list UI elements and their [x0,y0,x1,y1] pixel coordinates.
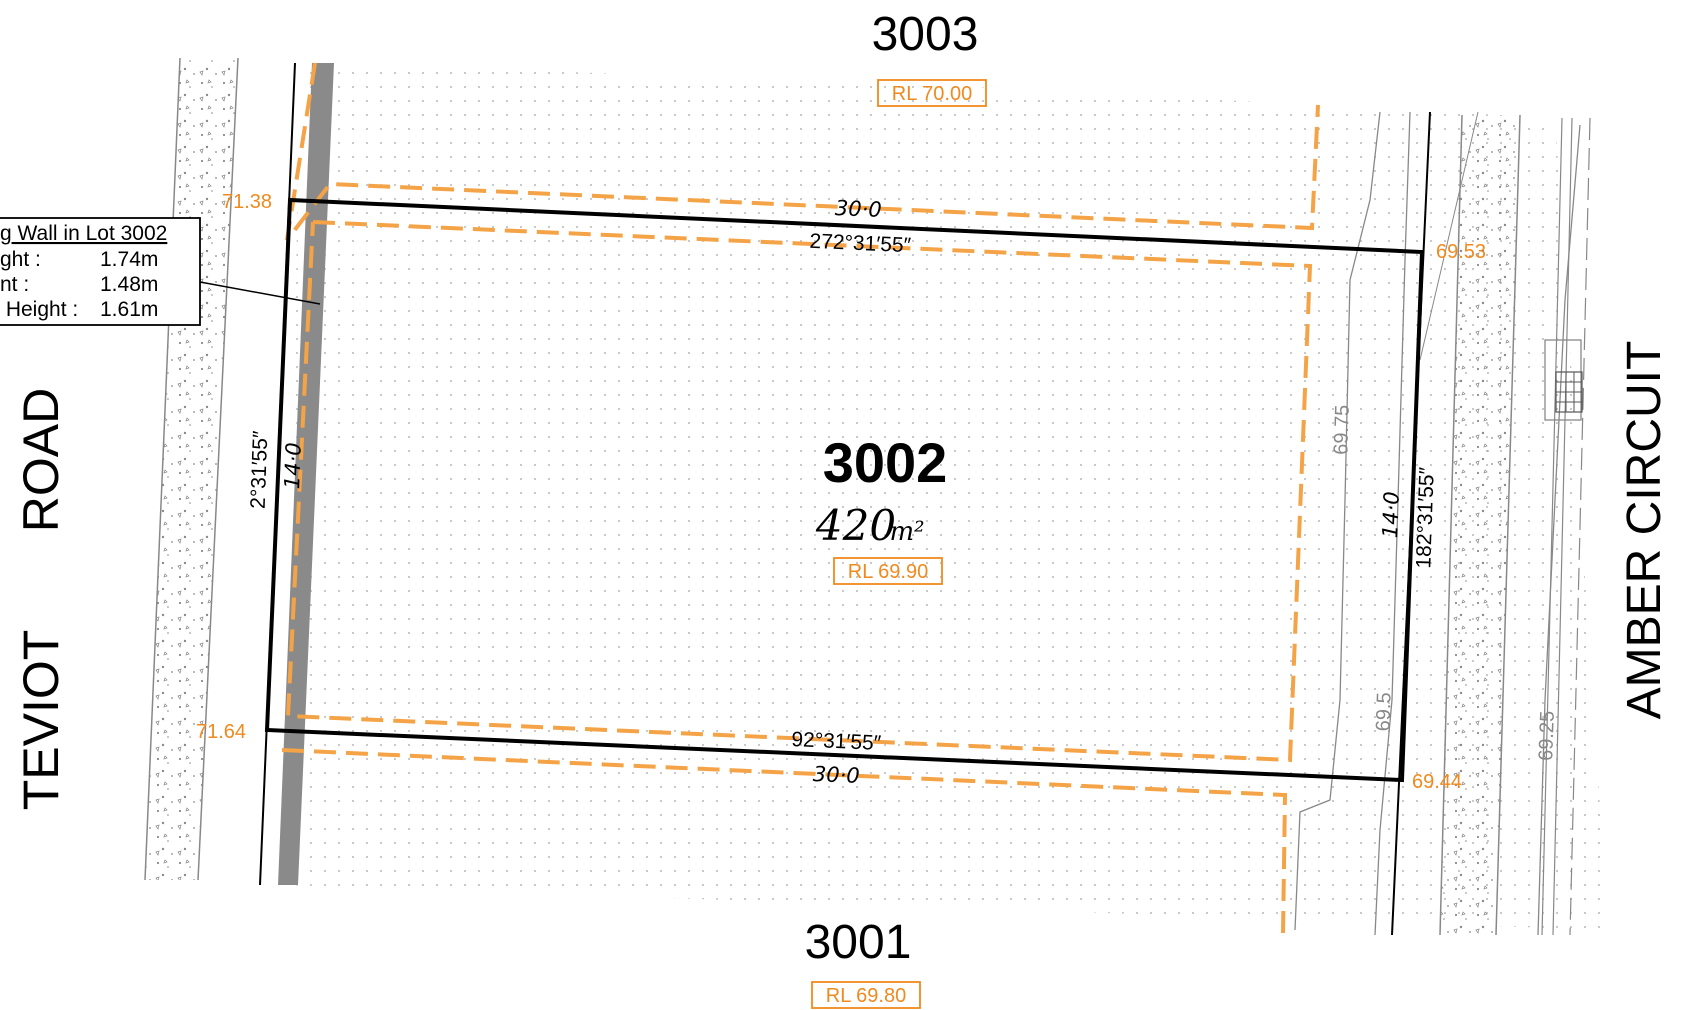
wall-row-value: 1.61m [100,298,158,321]
north-lot-rl: RL 70.00 [892,83,972,105]
corner-level-north-west: 71.38 [222,191,272,213]
corner-level-south-west: 71.64 [196,721,246,743]
lot-area-value: 420 [815,501,896,550]
south-boundary-bearing: 92°31′55″ [791,728,882,755]
west-verge-edge [144,57,181,881]
south-lot-rl: RL 69.80 [826,985,906,1007]
contour-label: 69.75 [1330,404,1354,455]
wall-row-label: nt : [0,273,29,296]
kerb-line [1569,117,1591,936]
north-boundary-length: 30·0 [834,196,882,222]
wall-row-label: Height : [0,298,78,321]
east-verge-hatch [1440,115,1520,935]
wall-row-value: 1.74m [100,248,158,271]
lot-boundary [264,197,1425,783]
south-lot-number: 3001 [805,916,912,969]
lot-number: 3002 [823,431,948,494]
south-lot-rl-frame [811,981,921,1009]
north-lot-rl-frame [877,79,987,107]
wall-row-value: 1.48m [100,273,158,296]
contour-label: 69.5 [1372,692,1395,732]
retaining-wall-note-frame [0,217,201,326]
wall-row-label: ght : [0,248,41,271]
building-envelope-south-lot [281,748,1288,936]
contour-label: 69.25 [1535,710,1559,761]
retaining-wall-note: g Wall in Lot 3002 ght : 1.74m nt : 1.48… [0,217,201,326]
east-verge-edge [1439,114,1463,936]
drainage-pit [1544,339,1582,421]
retaining-wall-note-title: g Wall in Lot 3002 [0,222,167,245]
wall-note-leader [199,281,321,305]
road-name-west-part: TEVIOT [13,630,69,811]
lot-dot-fill [285,62,1608,930]
east-boundary-bearing: 182°31′55″ [1412,466,1439,569]
contour-line [1537,124,1581,936]
road-name-west-part: ROAD [13,388,69,532]
lot-rl: RL 69.90 [848,561,928,583]
west-boundary-length: 14·0 [280,442,306,490]
corner-level-south-east: 69.44 [1412,771,1462,793]
contour-line [1374,111,1411,936]
east-boundary-length: 14·0 [1378,491,1404,539]
north-lot-number: 3003 [872,8,979,61]
north-boundary-bearing: 272°31′55″ [809,230,912,257]
west-verge-hatch [145,58,238,880]
lot-area-unit: m² [889,517,924,547]
lot-rl-frame [833,557,943,585]
west-boundary-bearing: 2°31′55″ [247,430,273,509]
retaining-wall [278,63,334,885]
south-boundary-length: 30·0 [812,762,860,788]
kerb-line [1419,111,1479,361]
west-verge-edge [197,57,239,881]
kerb-line [1541,117,1563,936]
east-verge-edge [1495,114,1521,936]
corner-level-north-east: 69.53 [1436,241,1486,263]
contour-line [1294,111,1381,931]
building-envelope-main-lot [285,220,1313,763]
road-name-east: AMBER CIRCUIT [1618,341,1671,720]
